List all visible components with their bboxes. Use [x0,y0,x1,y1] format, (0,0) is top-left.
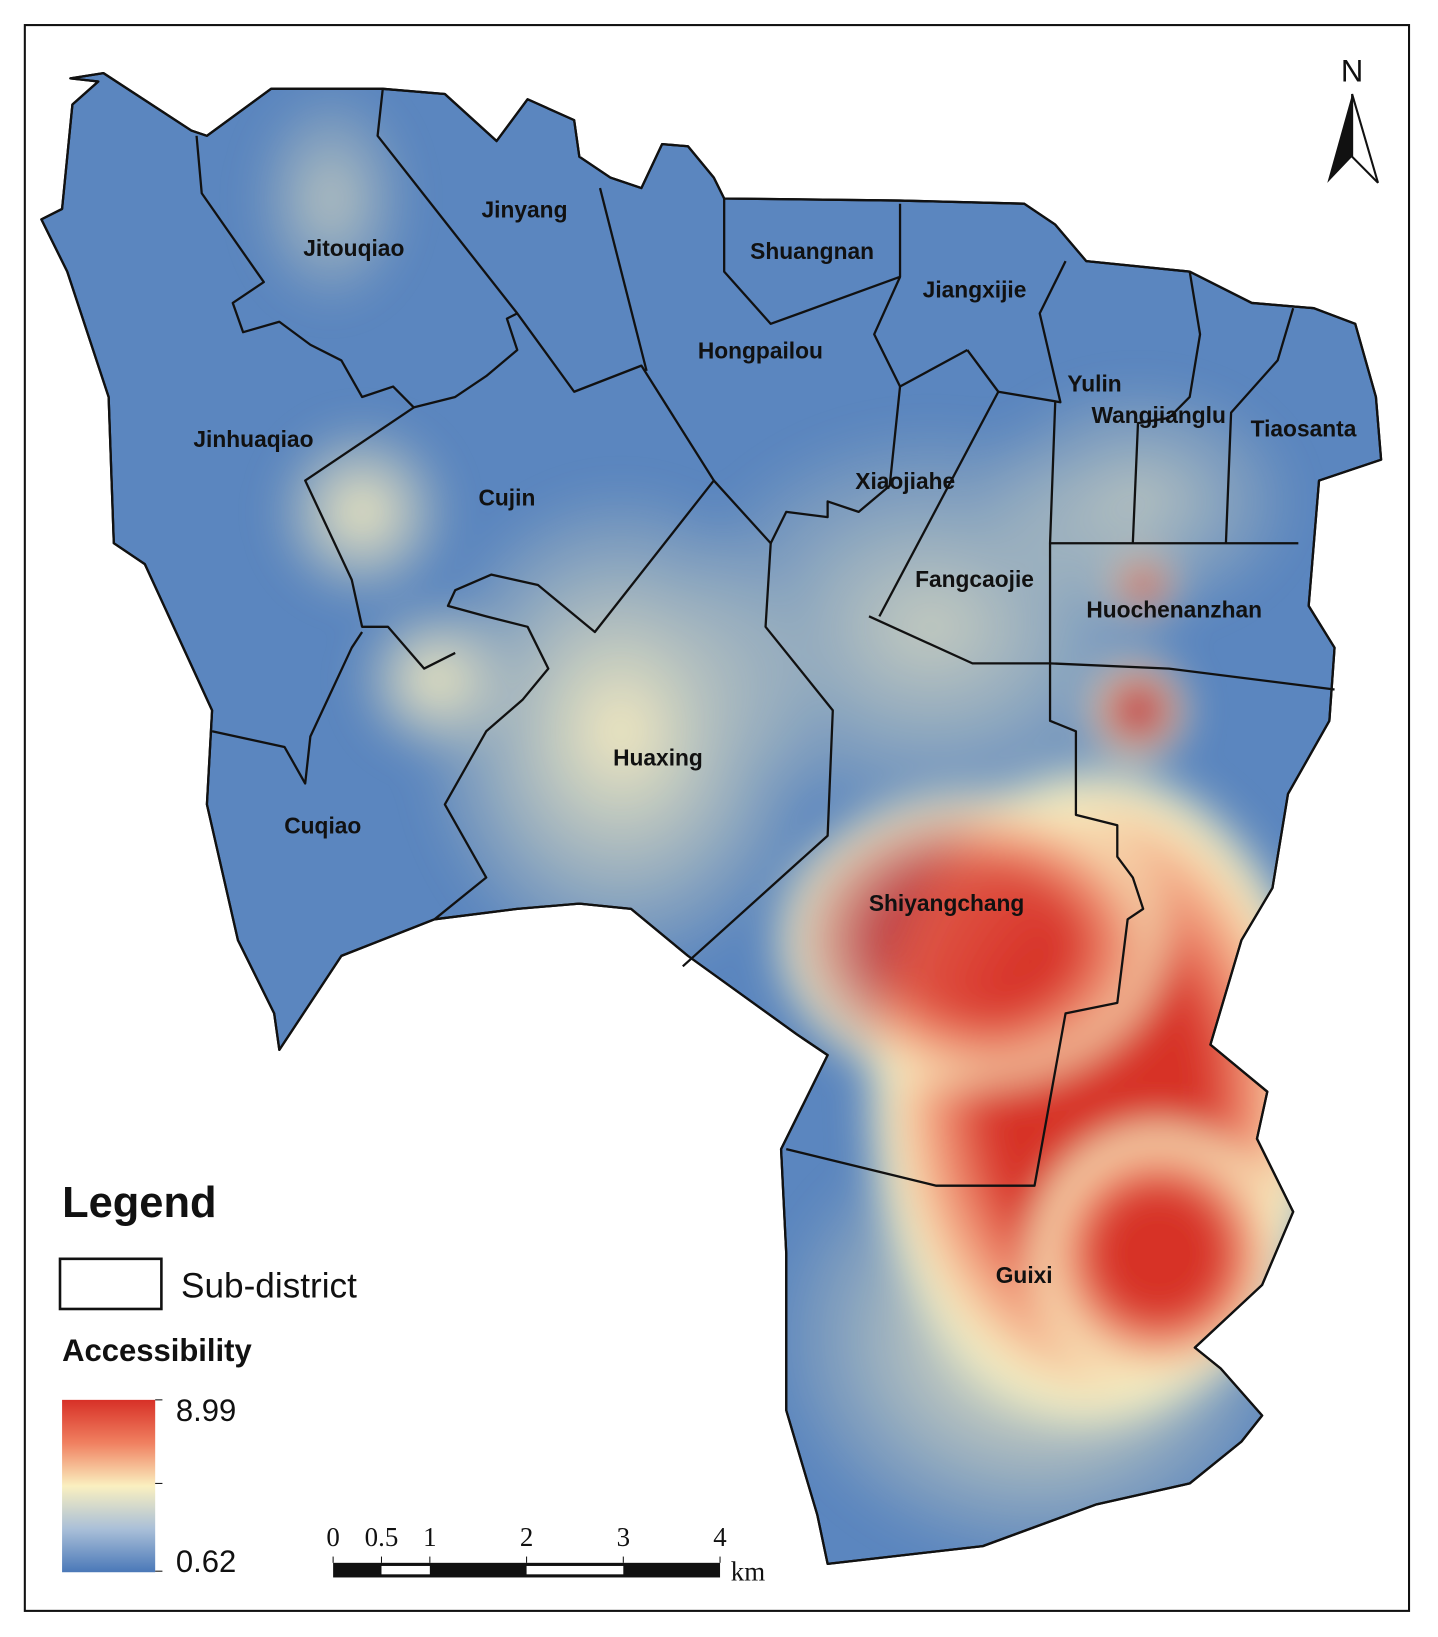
district-label: Guixi [996,1262,1053,1288]
boundaries [40,71,1383,1566]
scale-label: 1 [423,1522,436,1552]
district-label: Jitouqiao [303,235,404,261]
district-label: Jinhuaqiao [193,426,313,452]
district-label: Shiyangchang [869,890,1024,916]
north-arrow: N [1327,53,1379,184]
scale-segment [526,1565,624,1575]
district-label: Wangjianglu [1091,402,1225,428]
scale-label: 3 [617,1522,630,1552]
color-ramp [62,1399,156,1573]
north-label: N [1341,53,1363,88]
district-label: Cujin [478,485,535,511]
district-label: Jiangxijie [923,277,1027,303]
district-label: Fangcaojie [915,566,1034,592]
scale-unit: km [731,1556,765,1586]
district-label: Xiaojiahe [855,468,955,494]
legend-swatch [58,1257,163,1311]
legend-label: Sub-district [181,1266,357,1305]
scale-label: 2 [520,1522,533,1552]
district-label: Shuangnan [750,238,874,264]
scale-label: 0.5 [365,1522,399,1552]
district-label: Jinyang [482,196,568,222]
legend-subtitle: Accessibility [62,1333,252,1368]
district-label: Tiaosanta [1251,416,1357,442]
legend-title: Legend [62,1178,216,1227]
district-label: Hongpailou [698,337,823,363]
scale-segment [381,1565,430,1575]
labels: Jitouqiao Jinyang Shuangnan Jiangxijie H… [193,196,1356,1288]
district-label: Yulin [1067,371,1121,397]
ramp-min: 0.62 [176,1544,236,1579]
scale-label: 0 [326,1522,339,1552]
district-label: Huochenanzhan [1086,596,1262,622]
district-label: Huaxing [613,745,703,771]
scale-label: 4 [713,1522,727,1552]
scale-bar: 0 0.5 1 2 3 4km [326,1522,765,1587]
ramp-max: 8.99 [176,1393,236,1428]
district-label: Cuqiao [284,813,361,839]
legend: Legend Sub-district Accessibility 8.99 0… [58,1178,357,1579]
